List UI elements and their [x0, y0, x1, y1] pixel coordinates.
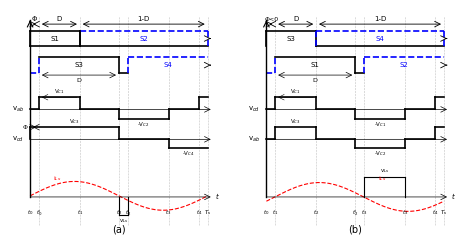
- Text: D: D: [57, 16, 62, 22]
- Text: -V$_{C2}$: -V$_{C2}$: [137, 120, 150, 129]
- Text: t: t: [452, 194, 455, 200]
- Text: $t_2$: $t_2$: [313, 208, 319, 217]
- Text: $T_s$: $T_s$: [440, 208, 447, 217]
- Text: S3: S3: [287, 35, 296, 41]
- Text: $T_s$: $T_s$: [204, 208, 211, 217]
- Text: S1: S1: [51, 35, 59, 41]
- Text: -V$_{C2}$: -V$_{C2}$: [374, 149, 386, 158]
- Text: V$_{C1}$: V$_{C1}$: [54, 87, 64, 96]
- Text: v$_{cd}$: v$_{cd}$: [248, 105, 260, 114]
- Text: i$_{Ls}$: i$_{Ls}$: [53, 174, 61, 182]
- Text: V$_{C3}$: V$_{C3}$: [291, 117, 301, 126]
- Text: D: D: [293, 16, 298, 22]
- Text: $t_3$: $t_3$: [361, 208, 367, 217]
- Text: S2: S2: [400, 62, 408, 68]
- Text: S4: S4: [163, 62, 172, 68]
- Text: V$_{C3}$: V$_{C3}$: [69, 117, 80, 126]
- Text: S3: S3: [74, 62, 83, 68]
- Text: S4: S4: [375, 35, 384, 41]
- Text: (b): (b): [348, 225, 362, 234]
- Text: $t_3$: $t_3$: [401, 208, 408, 217]
- Text: Φ<0: Φ<0: [264, 17, 279, 22]
- Text: $t_1$: $t_1$: [77, 208, 83, 217]
- Text: $t_2'$: $t_2'$: [125, 208, 131, 218]
- Text: $t_0$: $t_0$: [263, 208, 270, 217]
- Text: v$_{ab}$: v$_{ab}$: [248, 135, 260, 144]
- Text: 1-D: 1-D: [374, 16, 386, 22]
- Text: $t_4$: $t_4$: [195, 208, 202, 217]
- Text: v$_{cd}$: v$_{cd}$: [12, 135, 24, 144]
- Text: 1-D: 1-D: [137, 16, 150, 22]
- Text: $t_4$: $t_4$: [432, 208, 438, 217]
- Text: V$_{C1}$: V$_{C1}$: [291, 87, 301, 96]
- Text: $t_3$: $t_3$: [165, 208, 172, 217]
- Text: $t_0$: $t_0$: [27, 208, 33, 217]
- Text: S1: S1: [311, 62, 319, 68]
- Text: D: D: [313, 78, 318, 83]
- Text: v$_{Ls}$: v$_{Ls}$: [118, 217, 128, 225]
- Text: Φ: Φ: [32, 16, 37, 22]
- Text: $t_2$: $t_2$: [116, 208, 122, 217]
- Text: -V$_{C1}$: -V$_{C1}$: [374, 120, 386, 129]
- Text: S2: S2: [139, 35, 148, 41]
- Text: i$_{Ls}$: i$_{Ls}$: [378, 174, 386, 182]
- Text: v$_{Ls}$: v$_{Ls}$: [380, 167, 389, 175]
- Text: v$_{ab}$: v$_{ab}$: [12, 105, 24, 114]
- Text: Φ: Φ: [23, 125, 28, 130]
- Text: -V$_{C4}$: -V$_{C4}$: [182, 149, 194, 158]
- Text: (a): (a): [112, 225, 126, 234]
- Text: $t_1$: $t_1$: [272, 208, 278, 217]
- Text: t: t: [216, 194, 219, 200]
- Text: $t_0'$: $t_0'$: [36, 208, 42, 218]
- Text: $t_2'$: $t_2'$: [352, 208, 358, 218]
- Text: D: D: [76, 78, 82, 83]
